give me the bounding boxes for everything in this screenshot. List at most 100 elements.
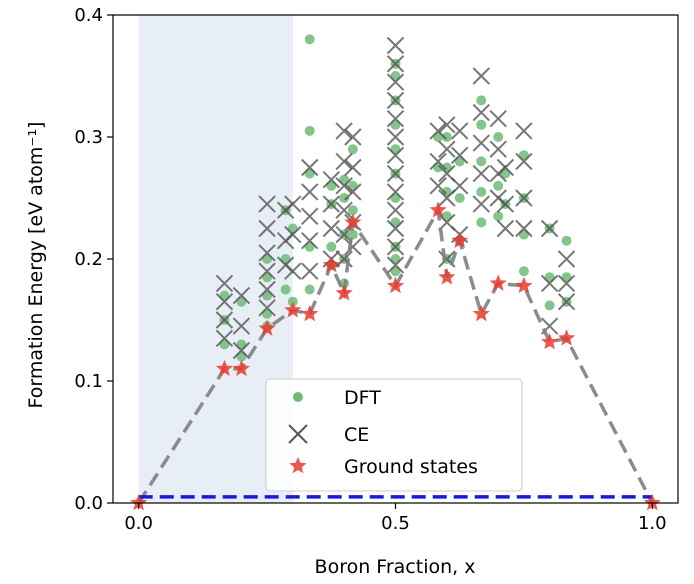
legend-ground-state-marker xyxy=(289,457,307,474)
y-axis-label-text: Formation Energy [eV atom⁻¹] xyxy=(25,122,47,409)
ce-point xyxy=(557,292,576,311)
ce-point xyxy=(472,164,490,183)
ground-state-point xyxy=(438,268,456,285)
ce-point xyxy=(515,219,533,238)
ce-point xyxy=(301,183,319,201)
ground-state-point xyxy=(472,304,490,322)
ce-point xyxy=(258,244,276,262)
ce-point xyxy=(557,274,576,293)
ce-point xyxy=(386,55,405,73)
ground-state-point xyxy=(429,201,447,218)
dft-point xyxy=(493,211,504,222)
dft-point xyxy=(454,193,465,203)
dft-point xyxy=(304,125,315,136)
ground-state-point xyxy=(215,359,233,377)
ce-point xyxy=(540,219,559,238)
ce-point xyxy=(344,128,362,146)
ground-state-point xyxy=(451,231,469,248)
ce-point xyxy=(215,292,234,311)
ce-point xyxy=(386,146,405,165)
dft-point xyxy=(493,180,504,191)
ce-point xyxy=(258,280,276,299)
ce-point xyxy=(386,109,405,128)
ce-point xyxy=(438,140,456,158)
dft-point xyxy=(347,144,358,155)
ce-point xyxy=(472,195,490,213)
y-tick-label: 0.4 xyxy=(74,5,103,26)
ce-point xyxy=(386,256,405,274)
dft-point xyxy=(304,284,315,295)
ce-point xyxy=(215,274,234,293)
ce-point xyxy=(450,177,469,195)
ce-point xyxy=(258,262,276,280)
ce-point xyxy=(284,262,302,280)
ground-state-point xyxy=(344,213,362,230)
dft-point xyxy=(476,186,487,197)
ground-state-point xyxy=(258,319,276,336)
ce-point xyxy=(344,183,362,201)
ce-point xyxy=(386,36,405,55)
dft-point xyxy=(493,132,504,142)
ce-point xyxy=(429,122,447,140)
legend-ce-label: CE xyxy=(344,424,369,446)
ce-point xyxy=(215,329,234,348)
ce-point xyxy=(258,299,276,317)
ce-point xyxy=(386,91,405,110)
y-axis-label: Formation Energy [eV atom⁻¹] xyxy=(25,122,47,409)
ground-state-point xyxy=(643,494,661,511)
ce-point xyxy=(344,158,362,177)
ce-point xyxy=(386,164,405,183)
ground-state-point xyxy=(386,276,405,294)
ce-point xyxy=(386,183,405,201)
ce-point xyxy=(335,177,353,195)
ground-state-point xyxy=(489,274,507,291)
ground-state-point xyxy=(232,359,250,377)
ground-state-point xyxy=(515,276,533,294)
ground-state-point xyxy=(541,333,559,350)
ce-point xyxy=(515,189,533,207)
legend-box xyxy=(265,378,523,492)
ce-point xyxy=(215,311,234,329)
ce-point xyxy=(515,122,533,140)
ce-point xyxy=(472,103,490,122)
dft-point xyxy=(280,284,291,295)
ce-point xyxy=(232,286,251,305)
legend-ground-state-label: Ground states xyxy=(344,456,478,478)
ce-point xyxy=(301,207,319,226)
dft-point xyxy=(347,205,358,216)
ce-point xyxy=(386,73,405,91)
dft-point xyxy=(326,241,337,252)
ce-point xyxy=(489,140,507,158)
legend-dft-label: DFT xyxy=(344,387,381,409)
x-axis-label-text: Boron Fraction, x xyxy=(315,556,476,578)
y-tick-label: 0.2 xyxy=(74,249,103,270)
legend-ce-marker xyxy=(288,424,308,444)
ce-point xyxy=(489,109,507,128)
ce-point xyxy=(386,128,405,146)
ce-point xyxy=(450,122,469,140)
ce-point xyxy=(496,158,515,177)
ce-point xyxy=(322,219,341,238)
ce-point xyxy=(496,219,515,238)
legend-dft-marker xyxy=(293,392,303,402)
x-tick-label: 0.0 xyxy=(124,513,153,534)
ce-point xyxy=(335,201,353,219)
axes: 0.0 0.5 1.0 0.0 0.1 0.2 0.3 0.4 xyxy=(74,5,666,534)
dft-point xyxy=(441,132,452,142)
x-tick-label: 0.5 xyxy=(381,513,410,534)
dft-point xyxy=(544,300,555,311)
ce-point xyxy=(429,177,447,195)
ground-state-point xyxy=(322,256,340,273)
ce-point xyxy=(301,158,319,177)
y-tick-label: 0.1 xyxy=(74,371,103,392)
ce-point xyxy=(335,122,353,140)
ce-point xyxy=(438,116,456,134)
ce-point xyxy=(557,250,576,268)
ce-point xyxy=(472,134,490,152)
ce-point xyxy=(258,195,276,213)
dft-point xyxy=(476,156,487,167)
dft-point xyxy=(561,235,572,246)
y-tick-label: 0.0 xyxy=(74,493,103,514)
ce-point xyxy=(450,146,469,165)
